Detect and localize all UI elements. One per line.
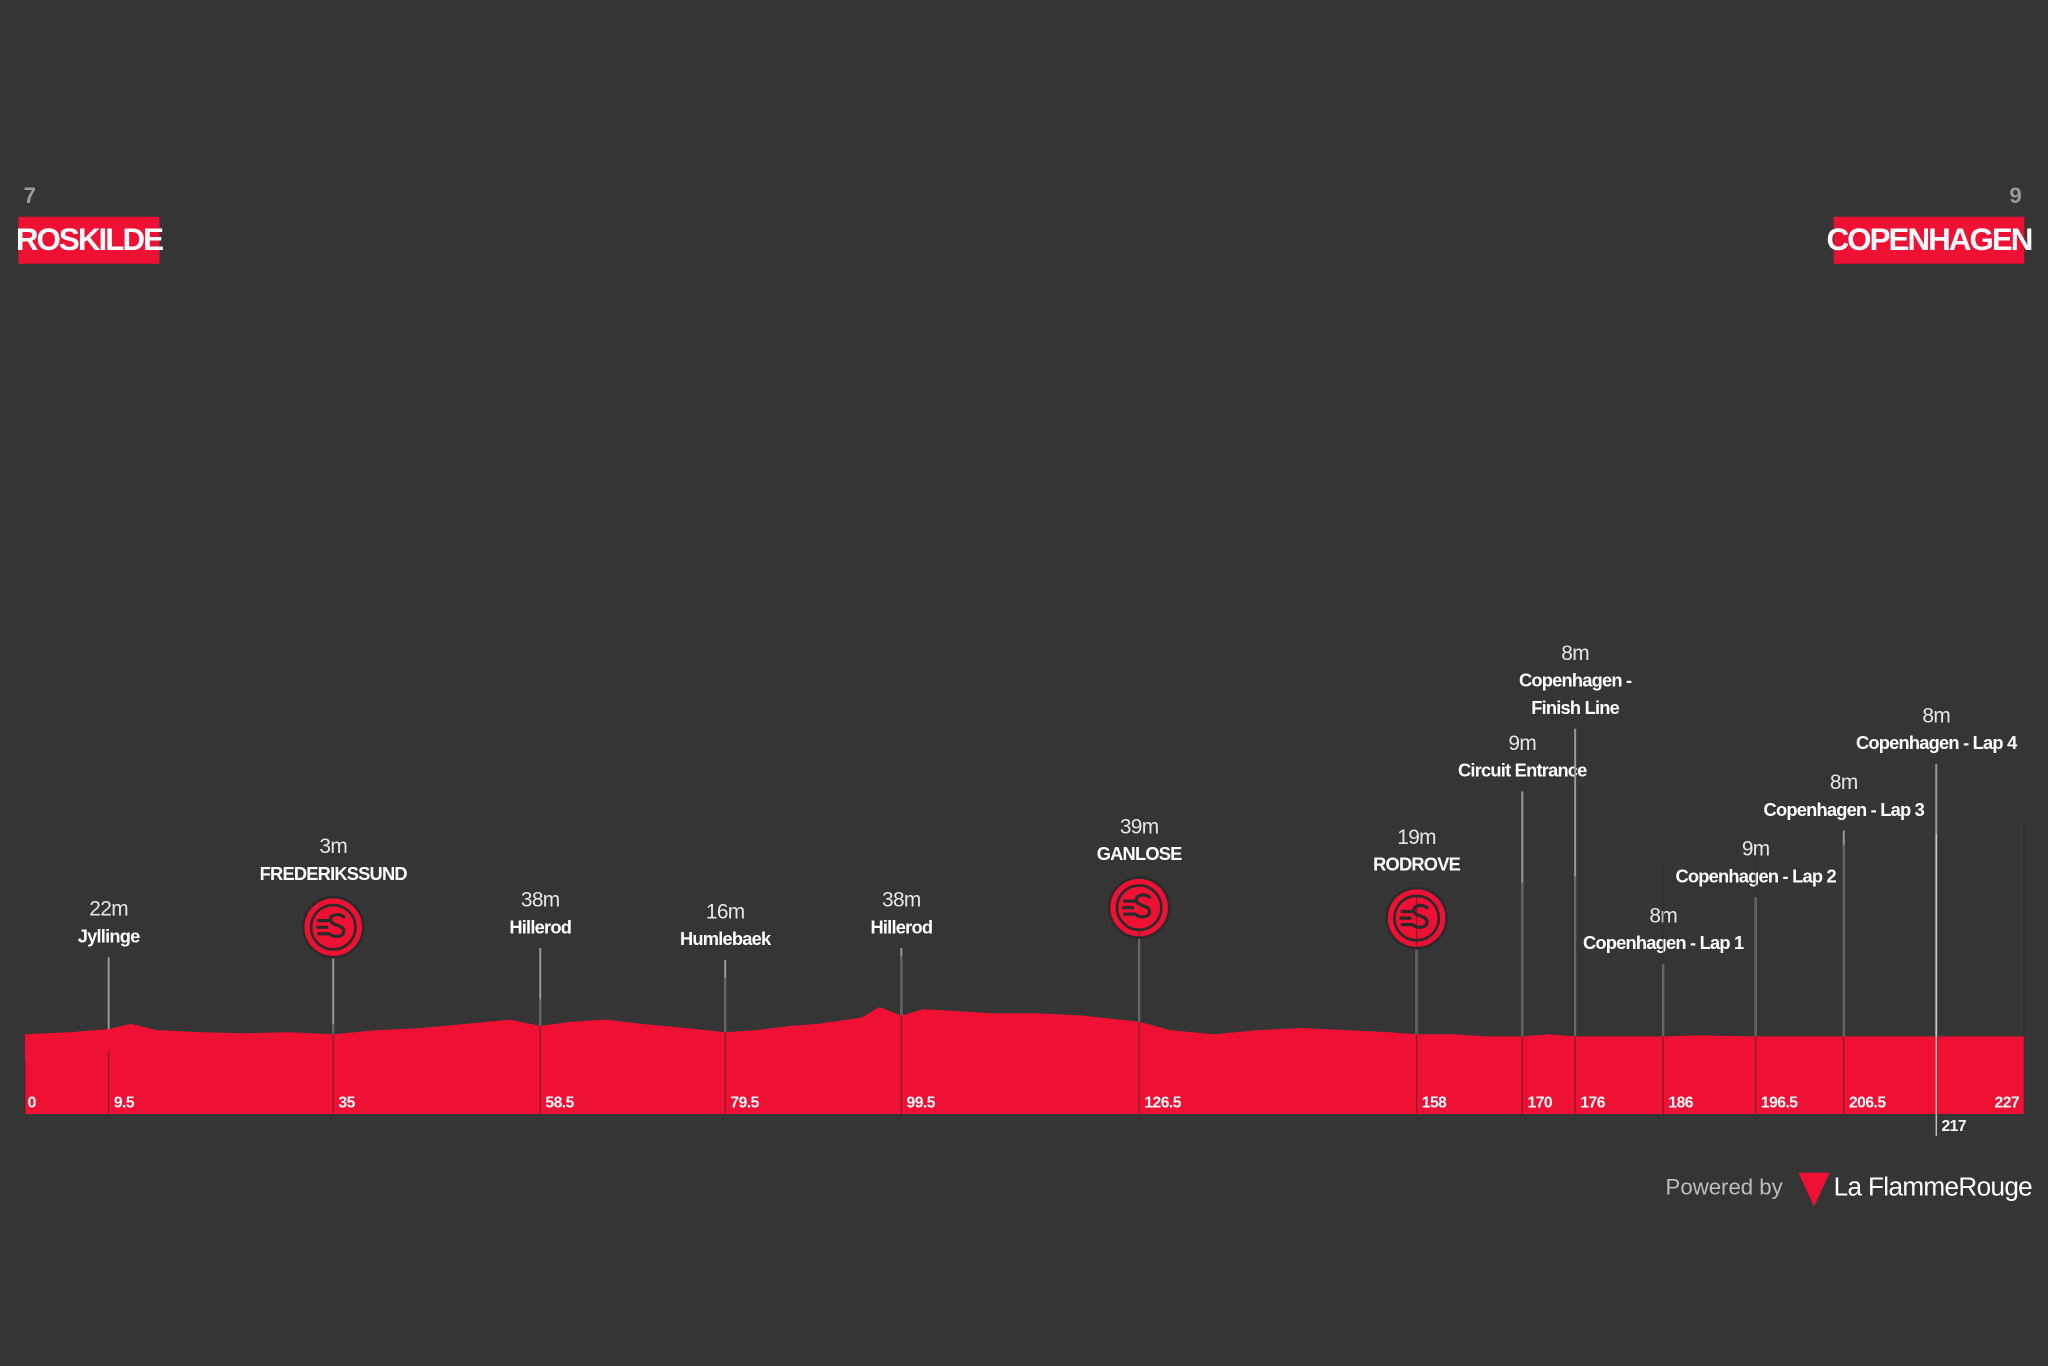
waypoint-elevation: 9m xyxy=(1508,732,1536,755)
waypoint-elevation: 8m xyxy=(1922,704,1950,727)
x-tick-label: 170 xyxy=(1528,1095,1553,1112)
waypoint-name: GANLOSE xyxy=(1097,843,1182,864)
sprint-icon-glyph xyxy=(1121,893,1152,919)
waypoint-elevation: 16m xyxy=(706,900,745,923)
finish-elevation: 9 xyxy=(2009,183,2021,208)
waypoint-elevation: 8m xyxy=(1561,642,1589,665)
waypoint-name: Circuit Entrance xyxy=(1458,760,1587,781)
waypoint-name: Jyllinge xyxy=(78,925,140,946)
sprint-icon-ring xyxy=(309,903,357,951)
sprint-icon-glyph xyxy=(315,912,346,938)
waypoint-elevation: 3m xyxy=(319,835,347,858)
start-box xyxy=(18,216,160,264)
waypoint-name: Copenhagen - Lap 4 xyxy=(1856,732,2018,753)
x-tick-label: 99.5 xyxy=(907,1095,936,1112)
waypoint-name: Hillerod xyxy=(870,916,932,937)
finish-name: COPENHAGEN xyxy=(1827,222,2032,257)
waypoint-name: RODROVE xyxy=(1373,854,1460,875)
waypoint-name: Hillerod xyxy=(509,916,571,937)
waypoint-elevation: 39m xyxy=(1120,815,1159,838)
x-tick-label: 217 xyxy=(1941,1118,1966,1135)
x-tick-label: 79.5 xyxy=(730,1095,759,1112)
start-elevation: 7 xyxy=(24,183,36,208)
waypoint-name: Copenhagen - xyxy=(1519,670,1632,691)
waypoint-name: Copenhagen - Lap 1 xyxy=(1583,932,1744,953)
waypoint-elevation: 38m xyxy=(521,889,560,912)
waypoint-elevation: 9m xyxy=(1742,838,1770,861)
credit: Powered by xyxy=(1666,1174,1784,1199)
x-tick-label: 126.5 xyxy=(1144,1095,1181,1112)
x-tick-label: 158 xyxy=(1422,1095,1447,1112)
waypoint-name: Humlebaek xyxy=(680,928,772,949)
brand: La FlammeRouge xyxy=(1834,1171,2033,1201)
brand-logo xyxy=(1798,1172,1830,1207)
waypoint-elevation: 38m xyxy=(882,889,921,912)
waypoint-elevation: 22m xyxy=(89,898,128,921)
profile-area xyxy=(24,1007,2025,1114)
x-tick-label: 227 xyxy=(1995,1095,2020,1112)
waypoint-name: Finish Line xyxy=(1531,697,1619,718)
waypoint-elevation: 19m xyxy=(1397,826,1436,849)
x-tick-label: 58.5 xyxy=(545,1095,574,1112)
x-tick-label: 35 xyxy=(338,1095,355,1112)
waypoint-elevation: 8m xyxy=(1830,771,1858,794)
start-name: ROSKILDE xyxy=(16,222,163,257)
x-tick-label: 176 xyxy=(1580,1095,1605,1112)
waypoint-name: Copenhagen - Lap 3 xyxy=(1764,799,1925,820)
waypoint-name: FREDERIKSSUND xyxy=(260,863,408,884)
x-tick-label: 196.5 xyxy=(1761,1095,1798,1112)
x-tick-label: 0 xyxy=(28,1095,37,1112)
x-tick-label: 186 xyxy=(1668,1095,1693,1112)
x-tick-label: 9.5 xyxy=(114,1095,135,1112)
waypoint-name: Copenhagen - Lap 2 xyxy=(1675,865,1836,886)
x-tick-label: 206.5 xyxy=(1849,1095,1886,1112)
finish-box xyxy=(1833,216,2025,264)
sprint-icon-glyph xyxy=(1399,903,1429,929)
